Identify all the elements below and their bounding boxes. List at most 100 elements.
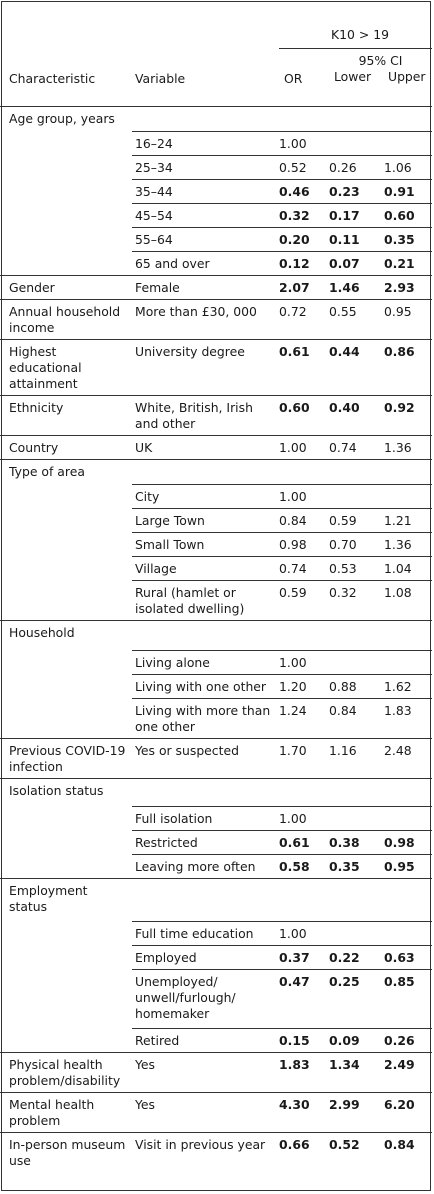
characteristic-cell: Physical health problem/disability (0, 1052, 132, 1093)
lower-cell: 2.99 (329, 1092, 384, 1133)
outcome-header: K10 > 19 (279, 0, 433, 49)
odds-ratio-table: K10 > 19 95% CI Characteristic Variable … (0, 0, 433, 1172)
variable-cell: Employed (132, 945, 279, 970)
upper-cell (384, 806, 433, 831)
or-cell: 0.59 (279, 580, 329, 621)
section-label: Household (0, 620, 433, 651)
or-cell: 4.30 (279, 1092, 329, 1133)
variable-cell: Full time education (132, 921, 279, 946)
or-cell: 0.72 (279, 299, 329, 340)
upper-cell: 0.35 (384, 227, 433, 252)
variable-header: Variable (132, 69, 279, 107)
lower-cell: 0.23 (329, 179, 384, 204)
or-cell: 1.00 (279, 650, 329, 675)
section-label: Type of area (0, 459, 433, 485)
table-row: 16–24 1.00 (0, 131, 433, 156)
upper-cell: 2.93 (384, 275, 433, 300)
table-row: Employed 0.37 0.22 0.63 (0, 945, 433, 970)
lower-cell: 0.84 (329, 698, 384, 739)
upper-cell: 1.06 (384, 155, 433, 180)
variable-cell: Visit in previous year (132, 1132, 279, 1172)
characteristic-cell: Annual household income (0, 299, 132, 340)
lower-cell: 1.34 (329, 1052, 384, 1093)
characteristic-header: Characteristic (0, 69, 132, 107)
upper-cell: 0.26 (384, 1028, 433, 1053)
or-cell: 0.32 (279, 203, 329, 228)
table-row: 35–44 0.46 0.23 0.91 (0, 179, 433, 204)
upper-cell: 1.62 (384, 674, 433, 699)
or-header: OR (279, 69, 329, 107)
upper-cell: 1.83 (384, 698, 433, 739)
or-cell: 1.00 (279, 131, 329, 156)
upper-cell: 2.49 (384, 1052, 433, 1093)
upper-cell: 0.95 (384, 299, 433, 340)
or-cell: 1.00 (279, 435, 329, 460)
or-cell: 0.52 (279, 155, 329, 180)
upper-cell: 0.98 (384, 830, 433, 855)
variable-cell: White, British, Irish and other (132, 395, 279, 436)
lower-cell: 0.26 (329, 155, 384, 180)
or-cell: 0.58 (279, 854, 329, 879)
upper-cell: 0.85 (384, 969, 433, 1029)
variable-cell: Yes (132, 1052, 279, 1093)
variable-cell: Large Town (132, 508, 279, 533)
lower-cell: 0.53 (329, 556, 384, 581)
or-cell: 0.74 (279, 556, 329, 581)
variable-cell: Rural (hamlet or isolated dwelling) (132, 580, 279, 621)
variable-cell: More than £30, 000 (132, 299, 279, 340)
upper-header: Upper (384, 69, 433, 107)
lower-cell: 0.74 (329, 435, 384, 460)
lower-cell: 0.55 (329, 299, 384, 340)
section-row-age: Age group, years (0, 106, 433, 132)
characteristic-cell: Gender (0, 275, 132, 300)
upper-cell: 0.21 (384, 251, 433, 276)
table-row: Small Town 0.98 0.70 1.36 (0, 532, 433, 557)
variable-cell: Living with one other (132, 674, 279, 699)
section-label: Isolation status (0, 778, 433, 807)
upper-cell: 0.86 (384, 339, 433, 396)
upper-cell: 1.08 (384, 580, 433, 621)
table-row: Living with more than one other 1.24 0.8… (0, 698, 433, 739)
lower-cell: 0.35 (329, 854, 384, 879)
lower-cell: 0.25 (329, 969, 384, 1029)
table-row: Unemployed/ unwell/furlough/ homemaker 0… (0, 969, 433, 1029)
lower-cell (329, 131, 384, 156)
characteristic-cell: Previous COVID-19 infection (0, 738, 132, 779)
lower-cell (329, 484, 384, 509)
variable-cell: Small Town (132, 532, 279, 557)
variable-cell: Restricted (132, 830, 279, 855)
table-row: Living alone 1.00 (0, 650, 433, 675)
header-row-1: K10 > 19 (0, 0, 433, 49)
table-row: 45–54 0.32 0.17 0.60 (0, 203, 433, 228)
upper-cell: 6.20 (384, 1092, 433, 1133)
characteristic-cell: Highest educational attainment (0, 339, 132, 396)
lower-cell (329, 806, 384, 831)
lower-cell: 0.52 (329, 1132, 384, 1172)
table-row: Village 0.74 0.53 1.04 (0, 556, 433, 581)
variable-cell: University degree (132, 339, 279, 396)
table-row: Mental health problem Yes 4.30 2.99 6.20 (0, 1092, 433, 1133)
variable-cell: Village (132, 556, 279, 581)
lower-cell (329, 921, 384, 946)
lower-cell: 0.70 (329, 532, 384, 557)
table-row: Leaving more often 0.58 0.35 0.95 (0, 854, 433, 879)
table-row: Retired 0.15 0.09 0.26 (0, 1028, 433, 1053)
or-cell: 0.61 (279, 339, 329, 396)
variable-cell: 25–34 (132, 155, 279, 180)
table-row: Annual household income More than £30, 0… (0, 299, 433, 340)
variable-cell: Female (132, 275, 279, 300)
upper-cell (384, 921, 433, 946)
characteristic-cell: Ethnicity (0, 395, 132, 436)
or-cell: 0.61 (279, 830, 329, 855)
table-row: Full time education 1.00 (0, 921, 433, 946)
section-row-employment: Employment status (0, 878, 433, 922)
lower-cell: 0.09 (329, 1028, 384, 1053)
section-label: Age group, years (0, 106, 433, 132)
variable-cell: 65 and over (132, 251, 279, 276)
lower-cell: 0.40 (329, 395, 384, 436)
variable-cell: UK (132, 435, 279, 460)
or-cell: 0.12 (279, 251, 329, 276)
table-row: Highest educational attainment Universit… (0, 339, 433, 396)
or-cell: 0.98 (279, 532, 329, 557)
section-row-isolation: Isolation status (0, 778, 433, 807)
